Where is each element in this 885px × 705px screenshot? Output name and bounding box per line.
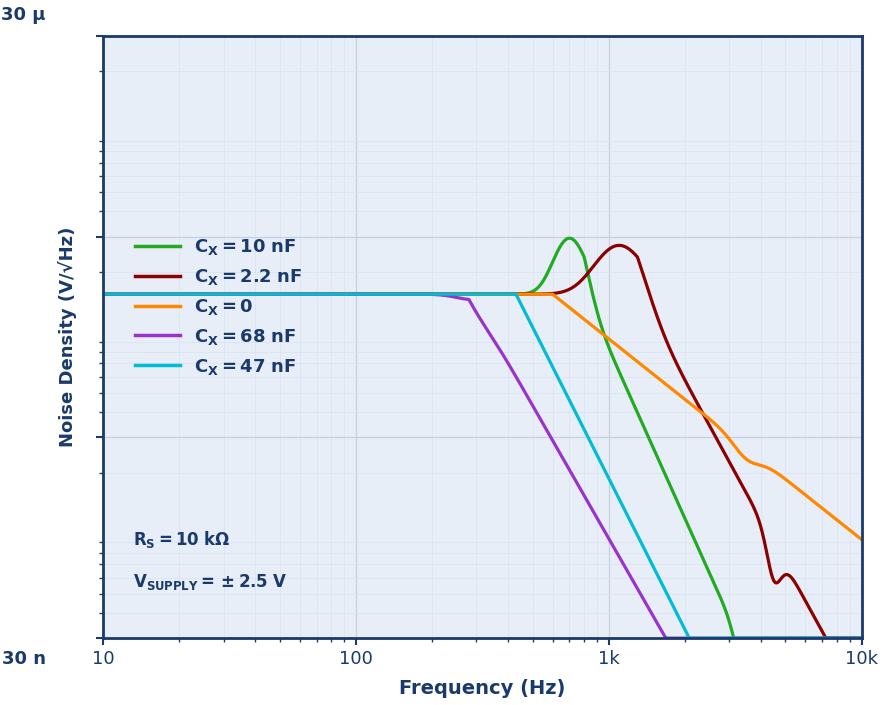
Legend: $\mathbf{C_X = 10\ nF}$, $\mathbf{C_X = 2.2\ nF}$, $\mathbf{C_X = 0}$, $\mathbf{: $\mathbf{C_X = 10\ nF}$, $\mathbf{C_X = … bbox=[135, 237, 303, 376]
Text: 30 μ: 30 μ bbox=[2, 6, 46, 24]
Y-axis label: Noise Density (V/√Hz): Noise Density (V/√Hz) bbox=[58, 227, 77, 447]
Text: $\mathbf{R_S = 10\ k\Omega}$: $\mathbf{R_S = 10\ k\Omega}$ bbox=[134, 529, 231, 550]
Text: 30 n: 30 n bbox=[2, 650, 46, 668]
Text: $\mathbf{V_{SUPPLY} = \pm2.5\ V}$: $\mathbf{V_{SUPPLY} = \pm2.5\ V}$ bbox=[134, 572, 288, 592]
X-axis label: Frequency (Hz): Frequency (Hz) bbox=[399, 679, 566, 698]
